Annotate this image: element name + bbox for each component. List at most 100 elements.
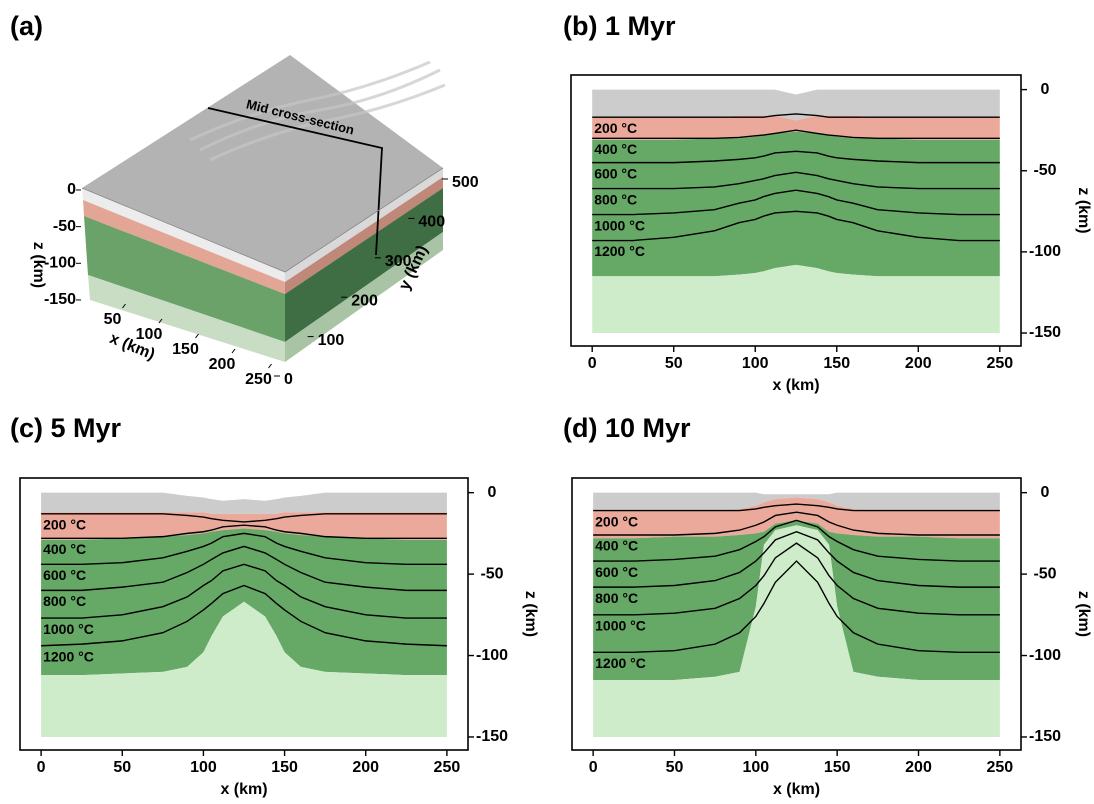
y-tick-label: -100 (1029, 647, 1061, 664)
isotherm (41, 563, 447, 619)
isotherm (593, 511, 1000, 536)
isotherm (592, 189, 1000, 216)
layer (592, 115, 1000, 140)
x-tick-label: 150 (823, 355, 850, 372)
y-tick-label: -50 (1033, 565, 1056, 582)
isotherm-label: 600 °C (594, 165, 637, 181)
front-layer (84, 216, 285, 342)
layer (592, 89, 1000, 121)
isotherm (41, 513, 447, 523)
isotherm-label: 600 °C (43, 567, 86, 583)
top-face (82, 55, 443, 272)
x-axis-label: x (km) (772, 377, 819, 394)
layer (593, 492, 1000, 511)
front-layer (82, 188, 285, 282)
isotherm (592, 129, 1000, 139)
y-tick-label: -100 (1029, 243, 1061, 260)
y-axis-label: z (km) (522, 591, 539, 637)
x-tick-label: 150 (824, 759, 851, 776)
x-tick-label: 100 (190, 759, 217, 776)
isotherm (593, 560, 1000, 653)
x-tick-label: 200 (905, 355, 932, 372)
y-tick-label: -150 (1029, 324, 1061, 341)
isotherm (592, 113, 1000, 118)
panel-title: (a) (10, 11, 43, 41)
y-tick-label: -50 (1033, 162, 1056, 179)
x-tick-label: 150 (172, 341, 199, 358)
layer (41, 492, 447, 514)
y-tick-label: 500 (452, 174, 479, 191)
y-tick-label: -150 (1029, 728, 1061, 745)
y-tick-label: -50 (480, 565, 503, 582)
x-tick-label: 0 (589, 759, 598, 776)
side-layer (285, 168, 443, 282)
isotherm (41, 532, 447, 566)
y-tick-label: 0 (1041, 81, 1050, 98)
isotherm (592, 171, 1000, 190)
z-tick-label: -150 (44, 291, 76, 308)
layer (593, 520, 1000, 680)
isotherm-label: 200 °C (43, 517, 86, 533)
isotherm-label: 1000 °C (594, 217, 645, 233)
y-tick-label: 300 (385, 253, 412, 270)
plot-frame (571, 477, 1022, 751)
front-layer (83, 200, 285, 294)
x-tick (158, 318, 163, 324)
layer (593, 525, 1000, 737)
isotherm (41, 584, 447, 647)
isotherm (41, 524, 447, 539)
block-edge (81, 167, 444, 273)
isotherm-label: 800 °C (594, 191, 637, 207)
x-tick-label: 250 (986, 355, 1013, 372)
isotherm-label: 400 °C (595, 538, 638, 554)
isotherm (593, 519, 1000, 562)
isotherm (592, 150, 1000, 164)
isotherm-label: 600 °C (595, 564, 638, 580)
layer (592, 131, 1000, 277)
isotherm (41, 545, 447, 592)
isotherm-label: 800 °C (43, 593, 86, 609)
isotherm-label: 1000 °C (43, 621, 94, 637)
x-tick-label: 150 (271, 759, 298, 776)
plot-frame (19, 477, 469, 751)
x-tick (231, 348, 236, 354)
y-axis-label: z (km) (1075, 591, 1092, 637)
z-tick-label: -100 (44, 255, 76, 272)
x-tick (268, 363, 272, 369)
x-tick-label: 250 (245, 371, 272, 388)
isotherm-label: 1200 °C (594, 243, 645, 259)
cross-section-line (207, 107, 383, 256)
x-axis-label: x (km) (773, 781, 820, 798)
z-tick-label: -50 (53, 218, 76, 235)
isotherm-label: 400 °C (43, 541, 86, 557)
y-tick-label: -150 (476, 728, 508, 745)
side-layer (285, 188, 443, 342)
side-layer (285, 232, 443, 362)
x-tick-label: 0 (37, 759, 46, 776)
x-tick-label: 100 (136, 326, 163, 343)
isotherm (593, 503, 1000, 512)
x-tick-label: 50 (666, 759, 684, 776)
layer (593, 497, 1000, 539)
plot-frame (570, 74, 1022, 347)
x-axis-label: x (km) (220, 781, 267, 798)
isotherm (592, 210, 1000, 242)
x-tick (195, 333, 199, 339)
y-tick-label: 0 (1041, 484, 1050, 501)
z-tick-label: 0 (67, 181, 76, 198)
x-tick-label: 100 (742, 355, 769, 372)
panel-title: (d) 10 Myr (563, 413, 691, 443)
y-tick-label: 400 (418, 214, 445, 231)
x-tick-label: 200 (209, 356, 236, 373)
x-tick-label: 100 (742, 759, 769, 776)
isotherm (593, 530, 1000, 588)
x-tick-label: 250 (434, 759, 461, 776)
layer (41, 512, 447, 540)
layer (592, 264, 1000, 334)
y-axis-label: z (km) (1075, 187, 1092, 233)
isotherm-label: 1000 °C (595, 618, 646, 634)
x-tick (122, 303, 126, 309)
block-diagram (81, 55, 446, 362)
panel-title: (b) 1 Myr (563, 11, 676, 41)
